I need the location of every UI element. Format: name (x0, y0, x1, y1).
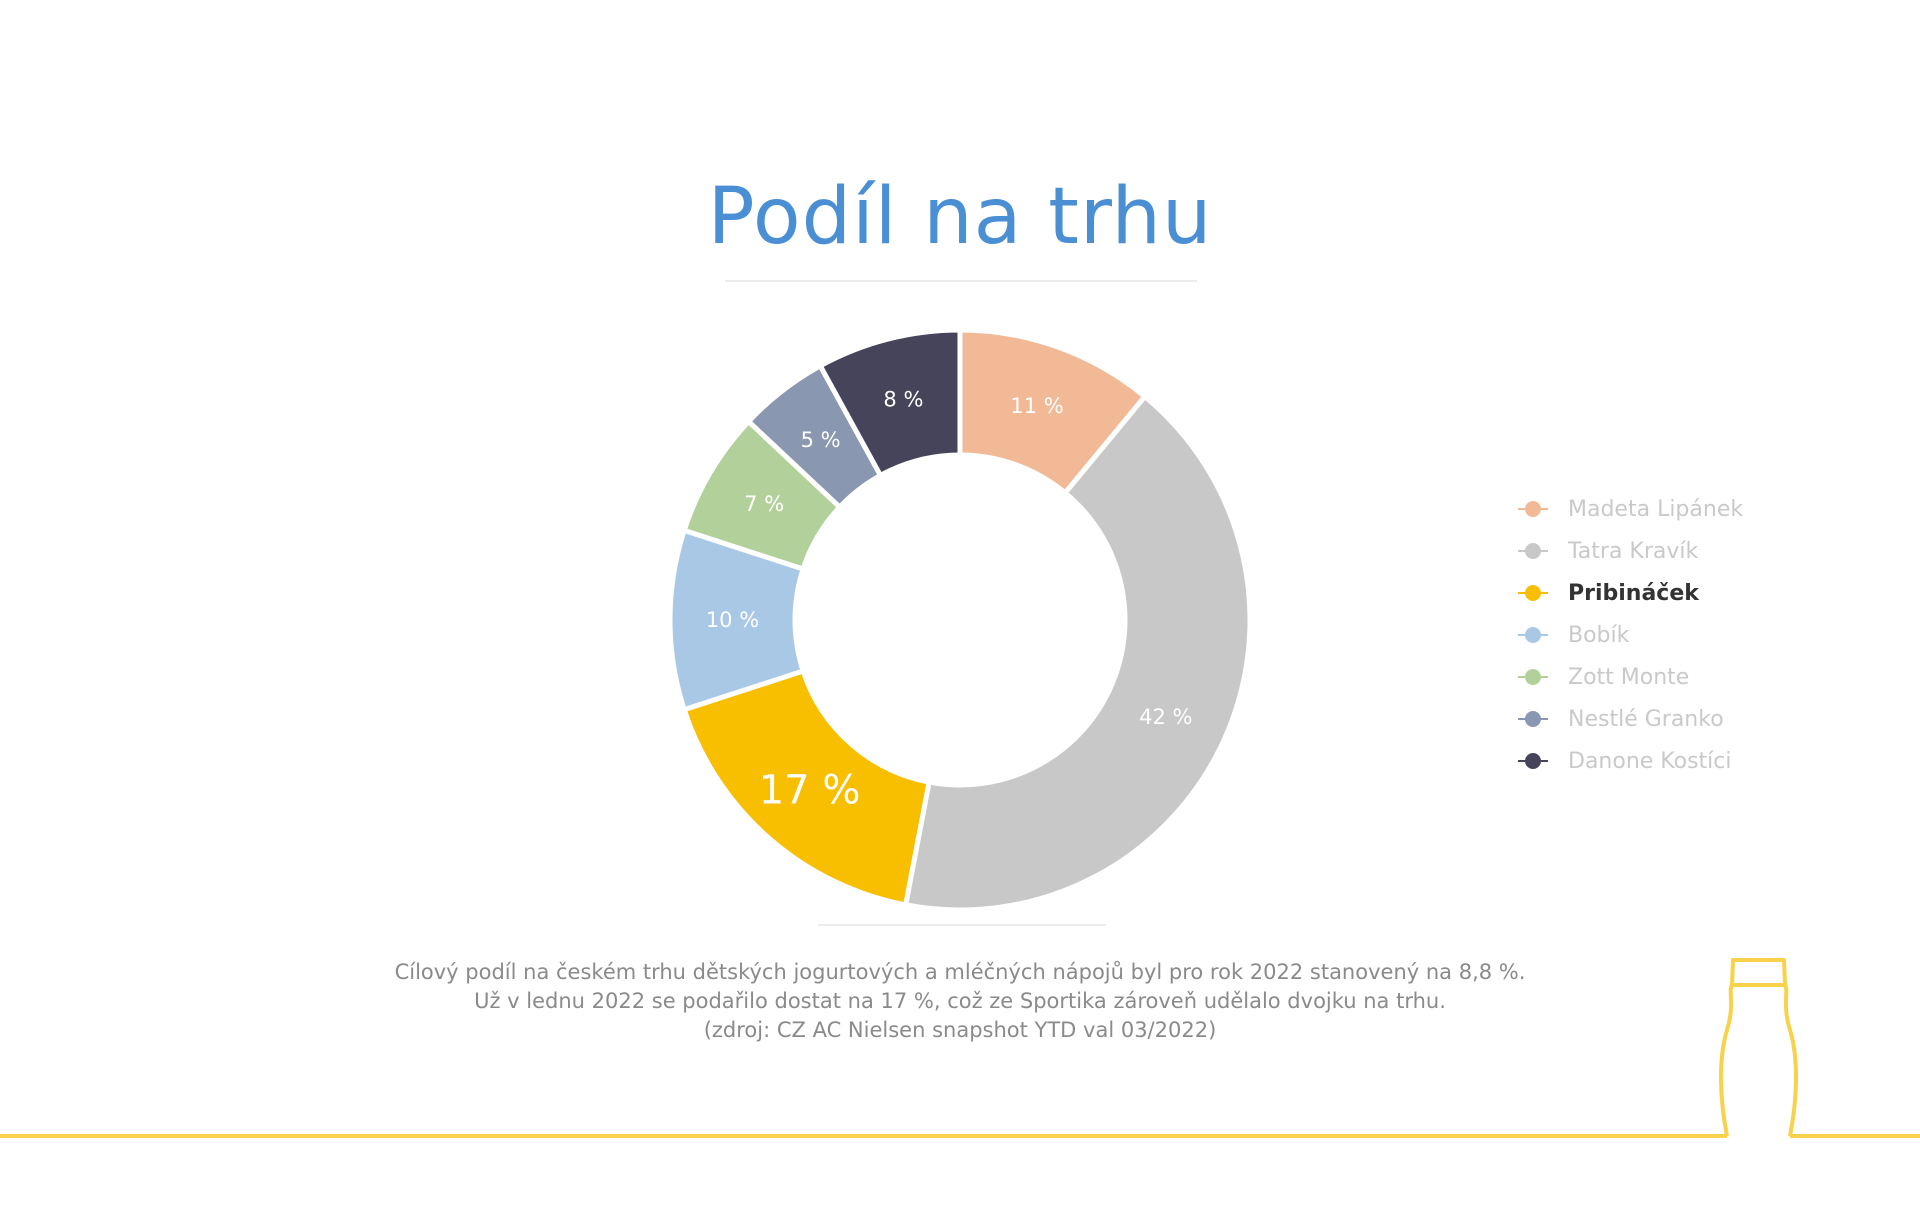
footnote-line-1: Cílový podíl na českém trhu dětských jog… (394, 960, 1526, 984)
legend-item: Madeta Lipánek (1518, 488, 1743, 530)
legend-label: Pribináček (1568, 580, 1699, 606)
chart-divider (818, 924, 1106, 926)
slice-danone-kostici (816, 327, 963, 479)
legend-item: Bobík (1518, 614, 1743, 656)
slice-label-danone-kostici: 8 % (883, 388, 923, 412)
footnote-line-3: (zdroj: CZ AC Nielsen snapshot YTD val 0… (703, 1018, 1217, 1042)
legend-marker-icon (1518, 585, 1548, 601)
legend-marker-icon (1518, 501, 1548, 517)
legend-label: Danone Kostíci (1568, 748, 1732, 774)
legend-item: Nestlé Granko (1518, 698, 1743, 740)
legend-item: Pribináček (1518, 572, 1743, 614)
legend-label: Zott Monte (1568, 664, 1690, 690)
legend-item: Danone Kostíci (1518, 740, 1743, 782)
chart-title: Podíl na trhu (707, 172, 1213, 262)
footnote-line-2: Už v lednu 2022 se podařilo dostat na 17… (474, 989, 1446, 1013)
legend-label: Madeta Lipánek (1568, 496, 1744, 522)
legend-label: Tatra Kravík (1568, 538, 1699, 564)
slice-label-nestle-granko: 5 % (801, 428, 841, 452)
chart-legend: Madeta Lipánek Tatra Kravík Pribináček Bobí… (1518, 488, 1743, 782)
legend-label: Nestlé Granko (1568, 706, 1724, 732)
slice-tatra-kravik (902, 393, 1253, 913)
legend-marker-icon (1518, 543, 1548, 559)
legend-marker-icon (1518, 669, 1548, 685)
legend-item: Tatra Kravík (1518, 530, 1743, 572)
bottle-icon (1718, 958, 1799, 1137)
legend-label: Bobík (1568, 622, 1630, 648)
slice-label-pribinacek: 17 % (759, 768, 861, 814)
legend-item: Zott Monte (1518, 656, 1743, 698)
slice-pribinacek (681, 667, 933, 908)
legend-marker-icon (1518, 711, 1548, 727)
legend-marker-icon (1518, 753, 1548, 769)
slice-label-madeta-lipanek: 11 % (1010, 394, 1063, 418)
slice-label-tatra-kravik: 42 % (1139, 705, 1192, 729)
footnote: Cílový podíl na českém trhu dětských jog… (0, 958, 1920, 1045)
legend-marker-icon (1518, 627, 1548, 643)
slice-label-bobik: 10 % (706, 608, 759, 632)
title-divider (725, 280, 1197, 282)
slice-label-zott-monte: 7 % (744, 492, 784, 516)
